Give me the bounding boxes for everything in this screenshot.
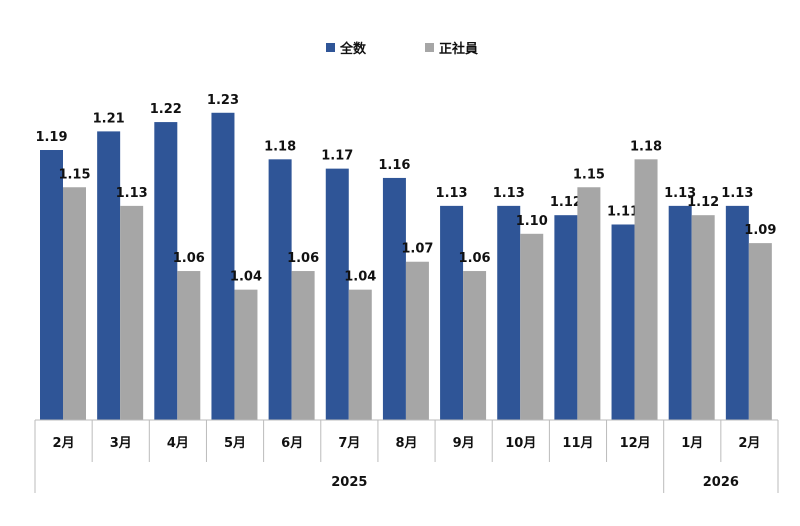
data-label: 1.13	[116, 186, 148, 201]
data-label: 1.07	[401, 242, 433, 257]
bar-fulltime	[463, 271, 487, 420]
bar-fulltime	[577, 187, 601, 420]
bar-all	[668, 205, 692, 420]
bar-fulltime	[634, 159, 658, 420]
data-label: 1.15	[58, 167, 90, 182]
bar-all	[268, 159, 292, 420]
data-label: 1.18	[630, 139, 662, 154]
x-tick-label: 2月	[738, 436, 760, 451]
data-label: 1.13	[436, 186, 468, 201]
legend: 全数 正社員	[326, 41, 478, 57]
bar-fulltime	[120, 205, 144, 420]
data-label: 1.19	[35, 130, 67, 145]
data-label: 1.13	[493, 186, 525, 201]
data-label: 1.16	[378, 158, 410, 173]
x-tick-label: 6月	[281, 436, 303, 451]
legend-swatch-fulltime	[425, 43, 434, 52]
bar-fulltime	[748, 243, 772, 420]
bar-all	[40, 150, 63, 420]
bar-all	[211, 112, 235, 421]
legend-swatch-all	[326, 43, 335, 52]
bar-fulltime	[234, 289, 258, 420]
data-label: 1.06	[287, 251, 319, 266]
data-label: 1.10	[516, 214, 548, 229]
bar-all	[554, 215, 578, 420]
data-label: 1.06	[173, 251, 205, 266]
bar-fulltime	[691, 215, 715, 420]
x-tick-label: 5月	[224, 436, 246, 451]
data-label: 1.11	[607, 204, 639, 219]
x-tick-label: 12月	[620, 436, 651, 451]
bar-fulltime	[348, 289, 372, 420]
x-tick-label: 2月	[53, 436, 75, 451]
data-label: 1.23	[207, 93, 239, 108]
bar-fulltime	[63, 187, 86, 420]
bar-fulltime	[405, 261, 429, 420]
data-label: 1.06	[459, 251, 491, 266]
data-label: 1.04	[344, 270, 376, 285]
data-label: 1.18	[264, 139, 296, 154]
x-tick-label: 7月	[338, 436, 360, 451]
x-tick-label: 4月	[167, 436, 189, 451]
data-label: 1.21	[93, 111, 125, 126]
bar-all	[497, 205, 521, 420]
bar-all	[154, 122, 178, 420]
data-label: 1.09	[744, 223, 776, 238]
bar-all	[97, 131, 121, 420]
legend-label-all: 全数	[339, 41, 367, 57]
x-tick-label: 8月	[395, 436, 417, 451]
bar-all	[725, 205, 749, 420]
x-tick-label: 3月	[110, 436, 132, 451]
data-label: 1.17	[321, 149, 353, 164]
data-label: 1.13	[721, 186, 753, 201]
bar-fulltime	[177, 271, 201, 420]
x-tick-label: 10月	[505, 436, 536, 451]
bar-all	[611, 224, 635, 420]
bar-fulltime	[291, 271, 315, 420]
bar-all	[440, 205, 464, 420]
data-label: 1.15	[573, 167, 605, 182]
data-label: 1.12	[550, 195, 582, 210]
bar-all	[382, 177, 406, 420]
year-label: 2026	[703, 475, 739, 490]
data-label: 1.22	[150, 102, 182, 117]
x-tick-label: 9月	[453, 436, 475, 451]
x-tick-label: 11月	[562, 436, 593, 451]
data-label: 1.13	[664, 186, 696, 201]
x-tick-label: 1月	[681, 436, 703, 451]
bar-all	[325, 168, 349, 420]
data-label: 1.04	[230, 270, 262, 285]
year-label: 2025	[331, 475, 367, 490]
bar-fulltime	[520, 233, 544, 420]
data-label: 1.12	[687, 195, 719, 210]
legend-label-fulltime: 正社員	[439, 41, 478, 57]
